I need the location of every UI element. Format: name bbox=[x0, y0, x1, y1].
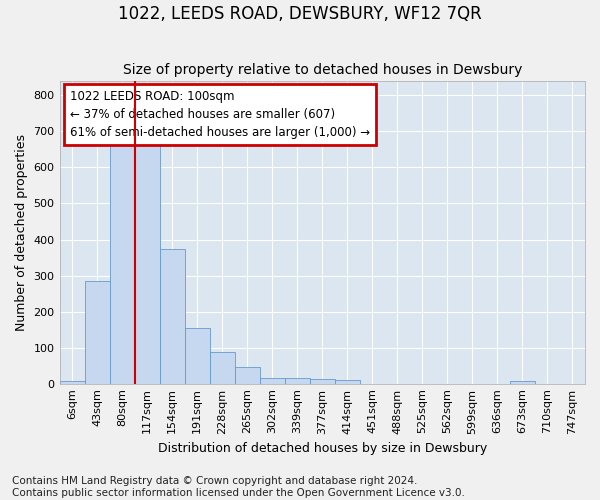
Bar bbox=[310, 379, 335, 384]
Bar bbox=[185, 328, 209, 384]
Bar bbox=[59, 381, 85, 384]
X-axis label: Distribution of detached houses by size in Dewsbury: Distribution of detached houses by size … bbox=[158, 442, 487, 455]
Text: 1022, LEEDS ROAD, DEWSBURY, WF12 7QR: 1022, LEEDS ROAD, DEWSBURY, WF12 7QR bbox=[118, 5, 482, 23]
Bar bbox=[134, 144, 160, 384]
Bar bbox=[510, 381, 535, 384]
Bar bbox=[335, 380, 360, 384]
Y-axis label: Number of detached properties: Number of detached properties bbox=[15, 134, 28, 331]
Bar bbox=[110, 144, 134, 384]
Text: 1022 LEEDS ROAD: 100sqm
← 37% of detached houses are smaller (607)
61% of semi-d: 1022 LEEDS ROAD: 100sqm ← 37% of detache… bbox=[70, 90, 370, 139]
Bar bbox=[235, 368, 260, 384]
Bar bbox=[85, 281, 110, 384]
Text: Contains HM Land Registry data © Crown copyright and database right 2024.
Contai: Contains HM Land Registry data © Crown c… bbox=[12, 476, 465, 498]
Bar bbox=[285, 378, 310, 384]
Bar bbox=[260, 378, 285, 384]
Bar bbox=[209, 352, 235, 384]
Title: Size of property relative to detached houses in Dewsbury: Size of property relative to detached ho… bbox=[122, 63, 522, 77]
Bar bbox=[160, 248, 185, 384]
